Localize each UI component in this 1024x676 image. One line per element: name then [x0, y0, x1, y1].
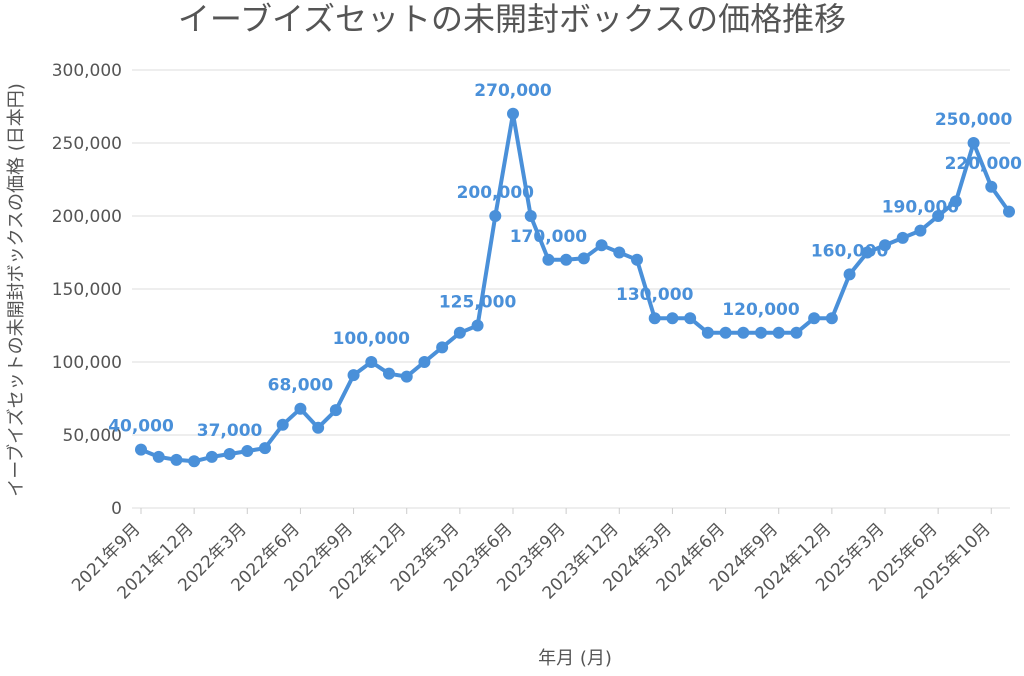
data-point: [737, 326, 750, 339]
data-label: 160,000: [811, 241, 889, 261]
x-axis-title: 年月 (月): [538, 648, 612, 669]
data-point: [577, 252, 590, 265]
data-point: [542, 253, 555, 266]
y-tick-label: 50,000: [63, 426, 122, 446]
chart-title: イーブイズセットの未開封ボックスの価格推移: [178, 0, 846, 38]
grid-lines: [132, 69, 1010, 509]
data-point: [436, 341, 449, 354]
y-tick-label: 300,000: [52, 61, 122, 81]
data-point: [932, 210, 945, 222]
y-tick-label: 100,000: [52, 353, 122, 373]
data-point: [383, 367, 395, 380]
data-point: [595, 239, 608, 252]
data-point: [188, 455, 201, 468]
data-point: [701, 326, 714, 339]
data-point: [560, 253, 573, 266]
data-point: [347, 369, 360, 382]
data-label: 100,000: [333, 329, 411, 349]
data-label: 270,000: [474, 81, 552, 101]
data-label: 250,000: [935, 110, 1013, 130]
data-label: 220,000: [945, 154, 1023, 174]
data-label: 68,000: [268, 376, 334, 396]
data-point: [312, 421, 325, 434]
data-point: [631, 253, 643, 266]
data-label: 125,000: [439, 293, 517, 313]
data-point: [719, 326, 732, 339]
data-point: [524, 210, 537, 222]
data-point: [648, 312, 661, 325]
data-point: [666, 312, 679, 325]
data-point: [914, 224, 927, 237]
data-point: [967, 137, 980, 149]
y-tick-label: 200,000: [52, 207, 122, 227]
data-point: [790, 326, 803, 339]
data-point: [772, 326, 785, 339]
data-point: [241, 445, 254, 458]
y-tick-label: 150,000: [52, 280, 122, 300]
data-point: [808, 312, 821, 325]
data-points: [135, 107, 1015, 468]
data-label: 120,000: [722, 300, 800, 320]
data-point: [755, 326, 767, 339]
data-point: [985, 180, 998, 193]
data-point: [684, 312, 697, 325]
series-line: [140, 111, 1011, 464]
data-point: [223, 447, 236, 460]
data-point: [1003, 205, 1015, 218]
data-point: [152, 450, 165, 463]
x-axis-ticks: 2021年9月2021年12月2022年3月2022年6月2022年9月2022…: [68, 508, 995, 603]
data-point: [896, 231, 909, 244]
data-point: [879, 239, 891, 252]
data-point: [400, 370, 413, 383]
data-label: 130,000: [616, 285, 694, 305]
data-label: 170,000: [510, 227, 588, 247]
data-label: 37,000: [197, 421, 263, 441]
data-point: [259, 442, 271, 455]
data-point: [471, 319, 484, 332]
data-label: 190,000: [882, 198, 960, 218]
data-labels: 40,000 37,000 68,000 100,000 125,000 200,000 2…: [108, 81, 1022, 441]
data-point: [135, 443, 147, 456]
y-axis-ticks: 0 50,000 100,000 150,000 200,000 250,000 300,0…: [52, 61, 122, 519]
data-point: [365, 356, 378, 368]
data-point: [329, 404, 342, 417]
data-point: [949, 195, 962, 208]
data-point: [613, 246, 626, 259]
y-axis-title: イーブイズセットの未開封ボックスの価格 (日本円): [5, 83, 27, 497]
data-point: [205, 450, 218, 463]
data-point: [489, 210, 502, 222]
data-point: [170, 453, 183, 466]
data-label: 200,000: [457, 183, 535, 203]
data-point: [418, 356, 431, 368]
data-point: [843, 268, 856, 281]
data-label: 40,000: [108, 417, 174, 437]
data-point: [453, 326, 466, 339]
data-point: [825, 312, 838, 325]
data-point: [507, 107, 519, 120]
y-tick-label: 0: [111, 499, 122, 519]
data-point: [276, 418, 289, 431]
data-point: [861, 246, 874, 259]
y-tick-label: 250,000: [52, 134, 122, 154]
data-point: [294, 402, 307, 415]
